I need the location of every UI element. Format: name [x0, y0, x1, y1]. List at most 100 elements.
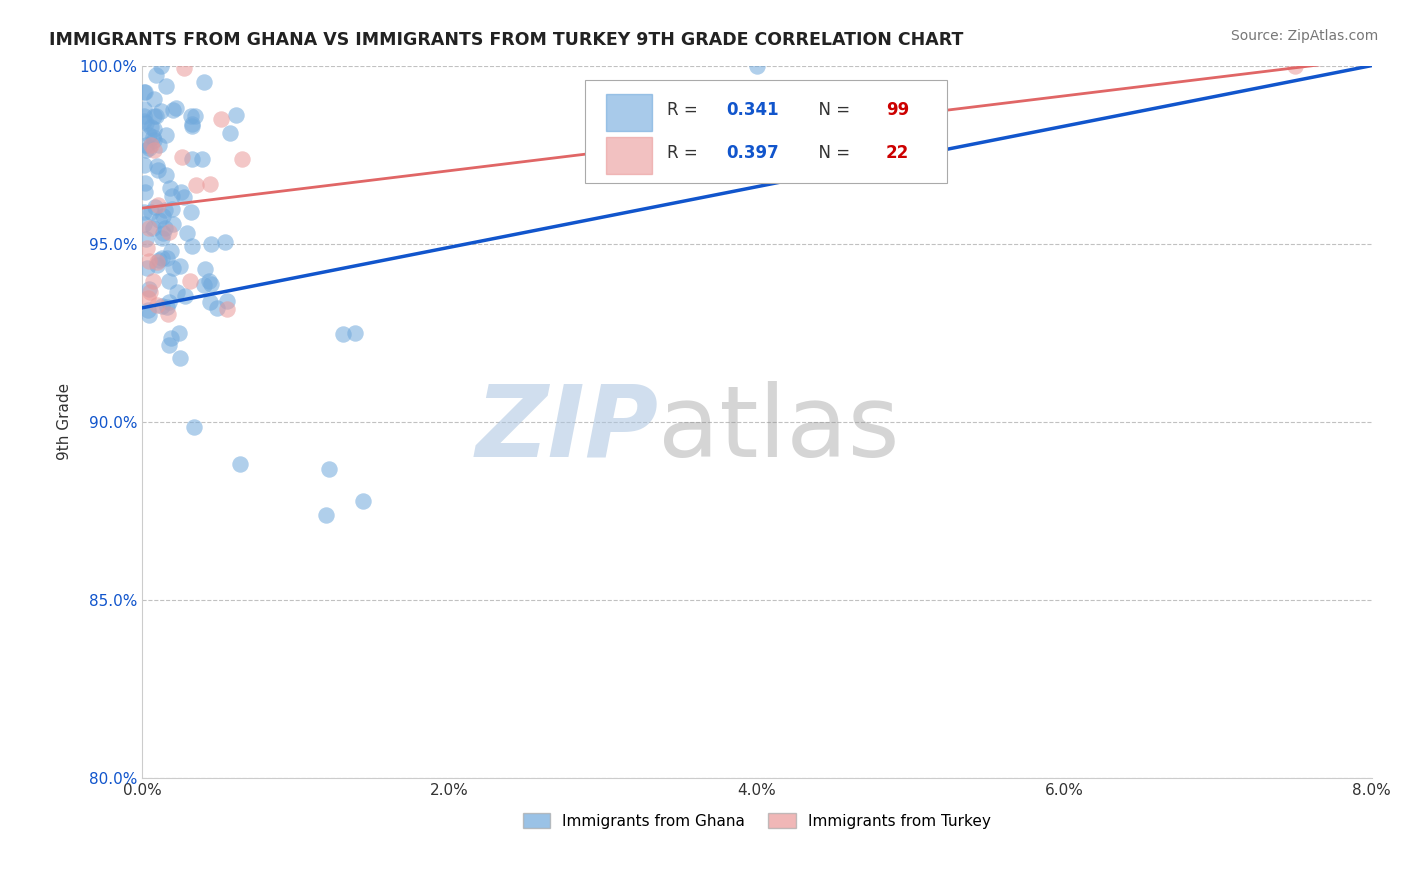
Point: [132, 113, 155, 128]
Point: [148, 198, 170, 212]
Point: [160, 244, 183, 259]
Point: [142, 143, 165, 157]
Point: [214, 235, 236, 249]
Point: [229, 457, 252, 471]
Text: Source: ZipAtlas.com: Source: ZipAtlas.com: [1230, 29, 1378, 43]
Point: [142, 130, 165, 145]
Point: [180, 109, 202, 123]
Point: [132, 109, 155, 123]
Point: [186, 178, 208, 193]
Point: [200, 277, 222, 291]
Point: [184, 110, 207, 124]
Point: [352, 493, 374, 508]
Legend: Immigrants from Ghana, Immigrants from Turkey: Immigrants from Ghana, Immigrants from T…: [516, 806, 997, 835]
Point: [143, 200, 166, 214]
Point: [170, 150, 193, 164]
Point: [142, 221, 165, 235]
Text: R =: R =: [666, 144, 703, 162]
Point: [142, 109, 165, 123]
Point: [138, 221, 160, 235]
Point: [135, 232, 157, 246]
Point: [209, 112, 232, 126]
Text: N =: N =: [808, 144, 856, 162]
Point: [162, 218, 184, 232]
Point: [135, 137, 157, 152]
Point: [157, 307, 180, 321]
Point: [173, 61, 195, 75]
Text: IMMIGRANTS FROM GHANA VS IMMIGRANTS FROM TURKEY 9TH GRADE CORRELATION CHART: IMMIGRANTS FROM GHANA VS IMMIGRANTS FROM…: [49, 31, 963, 49]
Point: [160, 331, 183, 345]
Point: [150, 251, 173, 265]
Point: [180, 117, 202, 131]
Point: [155, 221, 177, 235]
FancyBboxPatch shape: [606, 136, 652, 174]
FancyBboxPatch shape: [606, 94, 652, 131]
Point: [143, 121, 166, 136]
Point: [148, 252, 170, 267]
Point: [343, 326, 366, 340]
Point: [174, 289, 197, 303]
Point: [138, 141, 160, 155]
Point: [136, 303, 159, 318]
Point: [134, 86, 156, 100]
Text: 99: 99: [886, 101, 910, 120]
Point: [183, 420, 205, 434]
Point: [155, 128, 177, 142]
Point: [142, 132, 165, 146]
Point: [146, 163, 169, 178]
Point: [135, 144, 157, 158]
Point: [332, 326, 354, 341]
Point: [138, 282, 160, 296]
Point: [181, 152, 204, 166]
Point: [148, 137, 170, 152]
Point: [146, 254, 169, 268]
Y-axis label: 9th Grade: 9th Grade: [58, 384, 72, 460]
Point: [132, 205, 155, 219]
Point: [197, 274, 219, 288]
Text: 0.341: 0.341: [725, 101, 779, 120]
Point: [146, 159, 169, 173]
Point: [134, 217, 156, 231]
Point: [132, 102, 155, 116]
Point: [179, 274, 201, 288]
Point: [194, 262, 217, 277]
Point: [1284, 59, 1306, 73]
Point: [145, 109, 167, 123]
Point: [169, 351, 191, 365]
Text: R =: R =: [666, 101, 703, 120]
Point: [138, 308, 160, 322]
Text: N =: N =: [808, 101, 856, 120]
Point: [141, 138, 163, 153]
Point: [134, 176, 156, 190]
Point: [135, 260, 157, 275]
Point: [138, 128, 160, 142]
Point: [162, 103, 184, 117]
Point: [149, 104, 172, 119]
Point: [152, 209, 174, 223]
Text: ZIP: ZIP: [475, 381, 658, 477]
Point: [180, 119, 202, 133]
Point: [162, 260, 184, 275]
Text: atlas: atlas: [658, 381, 900, 477]
Point: [135, 116, 157, 130]
Point: [170, 185, 193, 199]
Point: [165, 101, 187, 115]
Point: [180, 238, 202, 252]
Point: [142, 274, 165, 288]
Point: [745, 59, 768, 73]
Point: [157, 338, 180, 352]
Point: [139, 205, 162, 219]
Point: [198, 177, 221, 191]
Point: [153, 203, 176, 218]
Point: [191, 152, 214, 166]
Point: [150, 230, 173, 244]
Point: [146, 298, 169, 312]
Point: [205, 301, 228, 316]
Point: [173, 190, 195, 204]
Point: [166, 285, 188, 299]
Point: [198, 294, 221, 309]
Point: [149, 59, 172, 73]
Text: 0.397: 0.397: [725, 144, 779, 162]
Point: [169, 259, 191, 273]
Point: [157, 225, 180, 239]
